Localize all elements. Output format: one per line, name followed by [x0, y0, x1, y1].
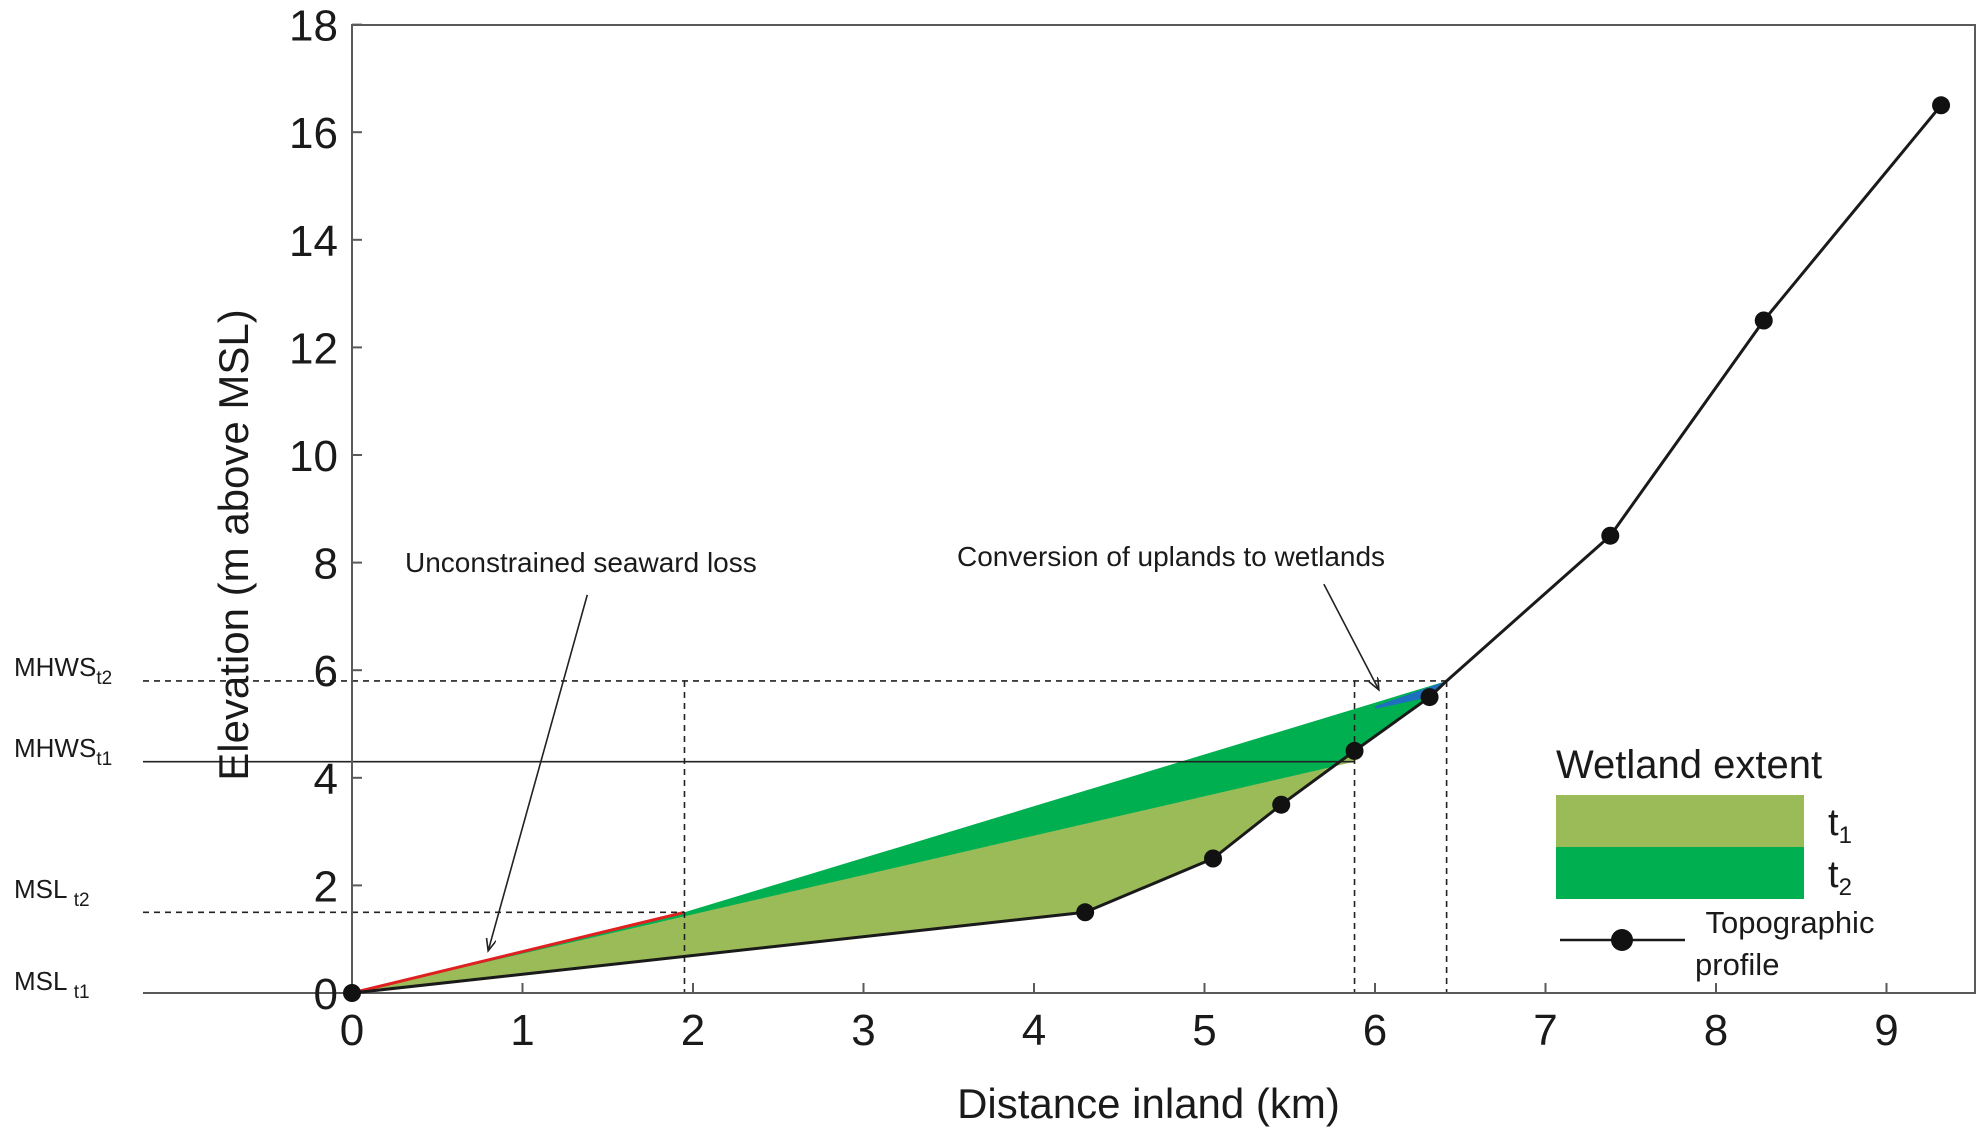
- legend-swatch-t2: [1556, 847, 1804, 899]
- x-tick-label: 5: [1192, 1006, 1216, 1055]
- profile-point: [1754, 311, 1773, 330]
- topographic-profile: [343, 96, 1951, 1002]
- level-labels: MHWSt2 MHWSt1 MSL t2 MSL t1: [14, 652, 112, 1003]
- y-tick-label: 18: [289, 2, 338, 51]
- legend-title: Wetland extent: [1556, 743, 1822, 787]
- profile-point: [1076, 903, 1095, 922]
- y-tick-label: 16: [289, 109, 338, 158]
- level-label-mhws-t2: MHWSt2: [14, 652, 112, 689]
- legend-profile-label-2: profile: [1695, 947, 1779, 982]
- level-label-msl-t2: MSL t2: [14, 874, 90, 911]
- y-tick-label: 10: [289, 432, 338, 481]
- legend-profile-marker: [1611, 929, 1633, 951]
- legend-label-t2: t2: [1828, 854, 1852, 901]
- annotations: Unconstrained seaward loss Conversion of …: [405, 541, 1385, 950]
- wetland-fill-layer: [351, 680, 1447, 995]
- legend-label-t1: t1: [1828, 802, 1852, 849]
- x-tick-label: 6: [1363, 1006, 1387, 1055]
- y-tick-label: 12: [289, 324, 338, 373]
- x-tick-label: 7: [1533, 1006, 1557, 1055]
- x-tick-label: 8: [1704, 1006, 1728, 1055]
- level-label-mhws-t1: MHWSt1: [14, 733, 112, 770]
- y-axis-title: Elevation (m above MSL): [210, 309, 257, 781]
- profile-point: [1601, 526, 1620, 545]
- level-label-msl-t1: MSL t1: [14, 966, 90, 1003]
- x-tick-label: 9: [1874, 1006, 1898, 1055]
- x-tick-label: 1: [510, 1006, 534, 1055]
- y-tick-label: 0: [314, 970, 338, 1019]
- annotation-label: Conversion of uplands to wetlands: [957, 541, 1385, 572]
- profile-point: [1345, 741, 1364, 760]
- x-axis-title: Distance inland (km): [957, 1080, 1340, 1127]
- profile-point: [343, 984, 361, 1002]
- reference-lines: [143, 680, 1448, 994]
- wetland-t1-area: [352, 750, 1355, 993]
- seaward-loss-edge: [351, 910, 685, 995]
- plot-frame: [351, 24, 1976, 994]
- wetland-t2-area: [352, 680, 1447, 993]
- legend-profile-label: Topographic: [1706, 905, 1875, 940]
- profile-point: [1204, 849, 1223, 868]
- x-tick-label: 3: [851, 1006, 875, 1055]
- profile-point: [1272, 795, 1291, 814]
- x-tick-label: 0: [340, 1006, 364, 1055]
- annotation-arrow: [1323, 583, 1379, 689]
- profile-point: [1932, 96, 1951, 115]
- profile-point: [1420, 688, 1439, 707]
- upland-conversion-sliver: [1375, 680, 1447, 709]
- legend-swatch-t1: [1556, 795, 1804, 847]
- y-tick-label: 2: [314, 862, 338, 911]
- y-tick-label: 6: [314, 647, 338, 696]
- y-tick-label: 4: [314, 755, 338, 804]
- x-tick-label: 2: [681, 1006, 705, 1055]
- y-tick-label: 8: [314, 540, 338, 589]
- x-tick-label: 4: [1022, 1006, 1046, 1055]
- annotation-arrow: [488, 594, 589, 950]
- y-tick-label: 14: [289, 217, 338, 266]
- profile-line: [351, 104, 1943, 995]
- annotation-label: Unconstrained seaward loss: [405, 547, 757, 578]
